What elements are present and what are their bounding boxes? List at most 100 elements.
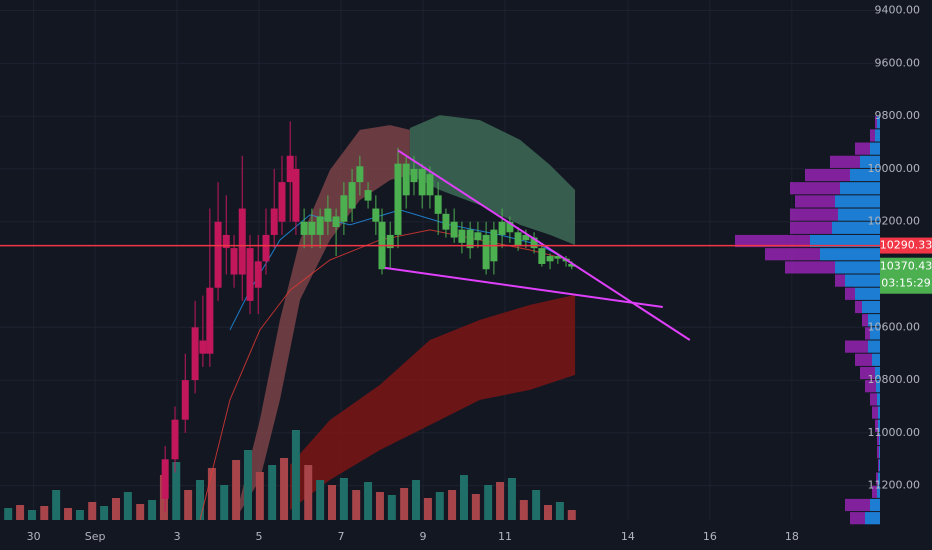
volume-profile-bar	[840, 182, 880, 195]
countdown-label: 03:15:29	[881, 277, 930, 290]
trendline	[384, 266, 663, 308]
volume-profile-bar	[872, 406, 878, 419]
volume-bar	[339, 478, 348, 520]
volume-bar	[471, 494, 480, 520]
volume-profile-bar	[876, 472, 878, 485]
volume-bar	[75, 510, 84, 520]
volume-profile-bar	[877, 446, 879, 459]
volume-profile-bar	[875, 366, 880, 380]
volume-profile-bar	[879, 446, 880, 459]
candle-body	[530, 237, 538, 249]
volume-profile-bar	[855, 300, 862, 314]
candle-body	[546, 256, 554, 262]
volume-bar	[364, 482, 373, 520]
volume-bar	[435, 492, 444, 520]
candle-body	[292, 168, 300, 222]
candle-body	[554, 256, 562, 259]
volume-profile-bar	[865, 327, 870, 340]
volume-bar	[375, 492, 384, 520]
candle-body	[410, 168, 418, 183]
volume-profile-bar	[845, 498, 870, 512]
y-tick-label: 10200.00	[868, 215, 921, 228]
x-tick-label: 16	[703, 530, 717, 543]
volume-bar	[64, 508, 73, 520]
candle-body	[394, 163, 402, 235]
volume-profile-bar	[850, 168, 880, 182]
volume-bar	[412, 480, 421, 520]
x-tick-label: 7	[338, 530, 345, 543]
volume-profile-bar	[875, 116, 877, 129]
volume-bar	[148, 500, 157, 520]
volume-profile-bar	[877, 485, 880, 498]
volume-bar	[400, 488, 409, 520]
volume-profile-bar	[838, 208, 880, 221]
volume-bar	[484, 485, 493, 520]
volume-profile-bar	[830, 155, 860, 168]
volume-bar	[532, 490, 541, 520]
volume-profile-bar	[879, 459, 880, 472]
x-tick-label: 9	[419, 530, 426, 543]
volume-profile-bar	[872, 353, 880, 366]
volume-bar	[243, 450, 252, 520]
volume-profile-bar	[868, 340, 880, 353]
x-tick-label: Sep	[85, 530, 106, 543]
volume-profile-bar	[850, 512, 865, 525]
volume-profile-bar	[865, 380, 876, 393]
volume-bar	[27, 510, 36, 520]
volume-profile-bar	[877, 393, 880, 406]
volume-bar	[280, 458, 289, 520]
volume-profile-bar	[860, 366, 875, 380]
volume-profile-bar	[870, 327, 880, 340]
volume-bar	[567, 510, 576, 520]
last-price-bg	[880, 257, 932, 294]
volume-profile-bar	[835, 274, 845, 287]
x-tick-label: 18	[785, 530, 799, 543]
volume-bar	[268, 465, 277, 520]
volume-bar	[196, 480, 205, 520]
candle-body	[324, 208, 332, 222]
price-label-bg	[880, 237, 932, 254]
volume-profile-bar	[876, 380, 880, 393]
y-tick-label: 10800.00	[868, 373, 921, 386]
candle-body	[372, 208, 380, 222]
volume-profile-bar	[835, 195, 880, 208]
volume-bar	[496, 482, 505, 520]
candle-body	[514, 232, 522, 246]
candle-body	[238, 208, 246, 275]
candle-body	[442, 213, 450, 230]
price-label: 10290.33	[880, 239, 932, 252]
candle-body	[340, 195, 348, 222]
candle-body	[506, 221, 514, 233]
volume-bar	[172, 462, 181, 520]
candle-body	[278, 182, 286, 222]
volume-bar	[111, 498, 120, 520]
volume-profile-bar	[805, 168, 850, 182]
volume-profile-bar	[765, 248, 820, 261]
volume-profile-bar	[878, 472, 880, 485]
volume-bar	[448, 490, 457, 520]
volume-bar	[555, 502, 564, 520]
volume-bar	[255, 472, 264, 520]
volume-profile-bar	[877, 432, 879, 446]
candle-body	[222, 234, 230, 249]
volume-profile-bar	[855, 287, 880, 300]
volume-profile-bar	[862, 314, 868, 327]
volume-bar	[544, 505, 553, 520]
x-tick-label: 14	[621, 530, 635, 543]
candle-body	[246, 248, 254, 301]
volume-profile-bar	[790, 182, 840, 195]
candle-body	[270, 208, 278, 235]
volume-bar	[123, 492, 132, 520]
volume-profile-bar	[860, 155, 880, 168]
candle-body	[538, 248, 546, 264]
candle-body	[356, 166, 364, 183]
volume-bar	[184, 490, 193, 520]
volume-profile-bar	[877, 116, 880, 129]
candle-body	[522, 234, 530, 241]
volume-profile-bar	[810, 234, 880, 248]
volume-profile-bar	[795, 195, 835, 208]
candle-body	[308, 221, 316, 235]
volume-bar	[507, 478, 516, 520]
volume-profile-bar	[870, 498, 880, 512]
